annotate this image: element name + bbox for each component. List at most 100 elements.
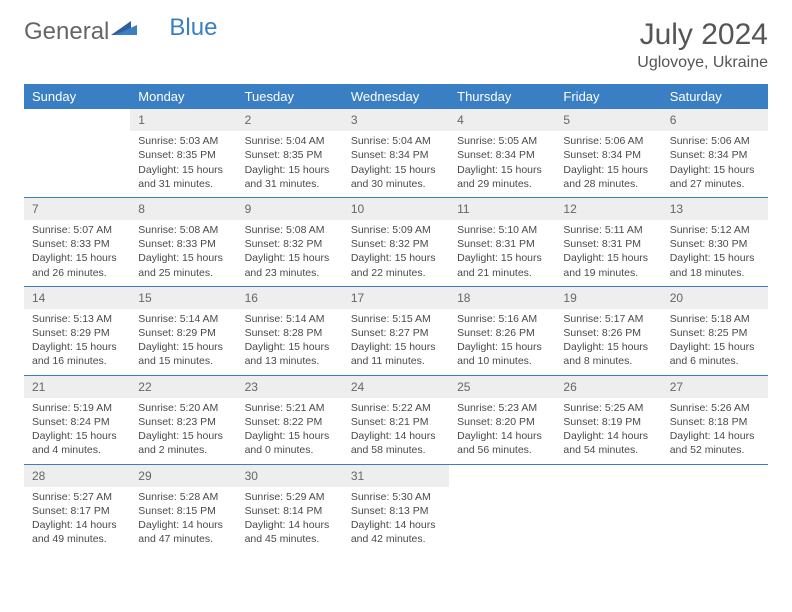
page-title: July 2024 [637, 18, 768, 52]
sunrise-line: Sunrise: 5:07 AM [32, 223, 122, 237]
calendar-cell: 5Sunrise: 5:06 AMSunset: 8:34 PMDaylight… [555, 109, 661, 197]
day-number: 6 [662, 109, 768, 131]
cell-body: Sunrise: 5:20 AMSunset: 8:23 PMDaylight:… [130, 398, 236, 464]
calendar-cell: 15Sunrise: 5:14 AMSunset: 8:29 PMDayligh… [130, 286, 236, 375]
day-number: 14 [24, 287, 130, 309]
day-header: Saturday [662, 84, 768, 109]
calendar-cell: 22Sunrise: 5:20 AMSunset: 8:23 PMDayligh… [130, 375, 236, 464]
calendar-row: 1Sunrise: 5:03 AMSunset: 8:35 PMDaylight… [24, 109, 768, 197]
daylight-line: Daylight: 15 hours and 11 minutes. [351, 340, 441, 368]
sunrise-line: Sunrise: 5:20 AM [138, 401, 228, 415]
calendar-cell: 30Sunrise: 5:29 AMSunset: 8:14 PMDayligh… [237, 464, 343, 552]
cell-body: Sunrise: 5:30 AMSunset: 8:13 PMDaylight:… [343, 487, 449, 553]
calendar-table: Sunday Monday Tuesday Wednesday Thursday… [24, 84, 768, 552]
day-header: Thursday [449, 84, 555, 109]
sunset-line: Sunset: 8:34 PM [351, 148, 441, 162]
cell-body: Sunrise: 5:12 AMSunset: 8:30 PMDaylight:… [662, 220, 768, 286]
sunset-line: Sunset: 8:22 PM [245, 415, 335, 429]
location-label: Uglovoye, Ukraine [637, 54, 768, 72]
day-number: 4 [449, 109, 555, 131]
calendar-cell: 14Sunrise: 5:13 AMSunset: 8:29 PMDayligh… [24, 286, 130, 375]
day-number: 13 [662, 198, 768, 220]
calendar-cell: 9Sunrise: 5:08 AMSunset: 8:32 PMDaylight… [237, 197, 343, 286]
calendar-cell [449, 464, 555, 552]
calendar-cell: 6Sunrise: 5:06 AMSunset: 8:34 PMDaylight… [662, 109, 768, 197]
cell-body: Sunrise: 5:19 AMSunset: 8:24 PMDaylight:… [24, 398, 130, 464]
cell-body: Sunrise: 5:03 AMSunset: 8:35 PMDaylight:… [130, 131, 236, 197]
daylight-line: Daylight: 15 hours and 26 minutes. [32, 251, 122, 279]
sunrise-line: Sunrise: 5:06 AM [563, 134, 653, 148]
day-number: 3 [343, 109, 449, 131]
day-number: 17 [343, 287, 449, 309]
sunrise-line: Sunrise: 5:17 AM [563, 312, 653, 326]
sunset-line: Sunset: 8:27 PM [351, 326, 441, 340]
sunset-line: Sunset: 8:15 PM [138, 504, 228, 518]
calendar-row: 14Sunrise: 5:13 AMSunset: 8:29 PMDayligh… [24, 286, 768, 375]
sunset-line: Sunset: 8:13 PM [351, 504, 441, 518]
day-number: 31 [343, 465, 449, 487]
calendar-cell: 25Sunrise: 5:23 AMSunset: 8:20 PMDayligh… [449, 375, 555, 464]
day-number: 27 [662, 376, 768, 398]
day-number: 7 [24, 198, 130, 220]
calendar-cell: 11Sunrise: 5:10 AMSunset: 8:31 PMDayligh… [449, 197, 555, 286]
daylight-line: Daylight: 15 hours and 6 minutes. [670, 340, 760, 368]
day-number: 23 [237, 376, 343, 398]
cell-body: Sunrise: 5:16 AMSunset: 8:26 PMDaylight:… [449, 309, 555, 375]
calendar-row: 28Sunrise: 5:27 AMSunset: 8:17 PMDayligh… [24, 464, 768, 552]
calendar-row: 21Sunrise: 5:19 AMSunset: 8:24 PMDayligh… [24, 375, 768, 464]
sunset-line: Sunset: 8:30 PM [670, 237, 760, 251]
sunset-line: Sunset: 8:17 PM [32, 504, 122, 518]
sunrise-line: Sunrise: 5:04 AM [245, 134, 335, 148]
day-number: 24 [343, 376, 449, 398]
cell-body: Sunrise: 5:07 AMSunset: 8:33 PMDaylight:… [24, 220, 130, 286]
day-number: 11 [449, 198, 555, 220]
cell-body: Sunrise: 5:04 AMSunset: 8:35 PMDaylight:… [237, 131, 343, 197]
sunset-line: Sunset: 8:23 PM [138, 415, 228, 429]
sunrise-line: Sunrise: 5:12 AM [670, 223, 760, 237]
sunrise-line: Sunrise: 5:14 AM [138, 312, 228, 326]
calendar-cell: 21Sunrise: 5:19 AMSunset: 8:24 PMDayligh… [24, 375, 130, 464]
calendar-cell [662, 464, 768, 552]
daylight-line: Daylight: 15 hours and 19 minutes. [563, 251, 653, 279]
calendar-cell: 1Sunrise: 5:03 AMSunset: 8:35 PMDaylight… [130, 109, 236, 197]
sunset-line: Sunset: 8:18 PM [670, 415, 760, 429]
calendar-cell: 8Sunrise: 5:08 AMSunset: 8:33 PMDaylight… [130, 197, 236, 286]
cell-body: Sunrise: 5:08 AMSunset: 8:32 PMDaylight:… [237, 220, 343, 286]
sunrise-line: Sunrise: 5:06 AM [670, 134, 760, 148]
sunset-line: Sunset: 8:33 PM [32, 237, 122, 251]
day-number: 20 [662, 287, 768, 309]
daylight-line: Daylight: 15 hours and 4 minutes. [32, 429, 122, 457]
calendar-cell [555, 464, 661, 552]
day-header: Sunday [24, 84, 130, 109]
day-header: Monday [130, 84, 236, 109]
calendar-cell: 19Sunrise: 5:17 AMSunset: 8:26 PMDayligh… [555, 286, 661, 375]
day-header: Wednesday [343, 84, 449, 109]
sunset-line: Sunset: 8:28 PM [245, 326, 335, 340]
daylight-line: Daylight: 15 hours and 25 minutes. [138, 251, 228, 279]
cell-body: Sunrise: 5:18 AMSunset: 8:25 PMDaylight:… [662, 309, 768, 375]
header: General Blue July 2024 Uglovoye, Ukraine [24, 18, 768, 72]
daylight-line: Daylight: 14 hours and 47 minutes. [138, 518, 228, 546]
title-block: July 2024 Uglovoye, Ukraine [637, 18, 768, 72]
sunset-line: Sunset: 8:35 PM [138, 148, 228, 162]
daylight-line: Daylight: 15 hours and 28 minutes. [563, 163, 653, 191]
daylight-line: Daylight: 14 hours and 42 minutes. [351, 518, 441, 546]
calendar-cell: 4Sunrise: 5:05 AMSunset: 8:34 PMDaylight… [449, 109, 555, 197]
sunset-line: Sunset: 8:20 PM [457, 415, 547, 429]
sunrise-line: Sunrise: 5:16 AM [457, 312, 547, 326]
cell-body: Sunrise: 5:27 AMSunset: 8:17 PMDaylight:… [24, 487, 130, 553]
calendar-cell: 17Sunrise: 5:15 AMSunset: 8:27 PMDayligh… [343, 286, 449, 375]
cell-body: Sunrise: 5:28 AMSunset: 8:15 PMDaylight:… [130, 487, 236, 553]
day-header: Tuesday [237, 84, 343, 109]
daylight-line: Daylight: 14 hours and 49 minutes. [32, 518, 122, 546]
day-number: 1 [130, 109, 236, 131]
calendar-cell: 20Sunrise: 5:18 AMSunset: 8:25 PMDayligh… [662, 286, 768, 375]
sunrise-line: Sunrise: 5:08 AM [138, 223, 228, 237]
cell-body: Sunrise: 5:29 AMSunset: 8:14 PMDaylight:… [237, 487, 343, 553]
daylight-line: Daylight: 15 hours and 31 minutes. [138, 163, 228, 191]
cell-body: Sunrise: 5:21 AMSunset: 8:22 PMDaylight:… [237, 398, 343, 464]
calendar-cell: 26Sunrise: 5:25 AMSunset: 8:19 PMDayligh… [555, 375, 661, 464]
daylight-line: Daylight: 15 hours and 23 minutes. [245, 251, 335, 279]
cell-body: Sunrise: 5:08 AMSunset: 8:33 PMDaylight:… [130, 220, 236, 286]
daylight-line: Daylight: 15 hours and 30 minutes. [351, 163, 441, 191]
